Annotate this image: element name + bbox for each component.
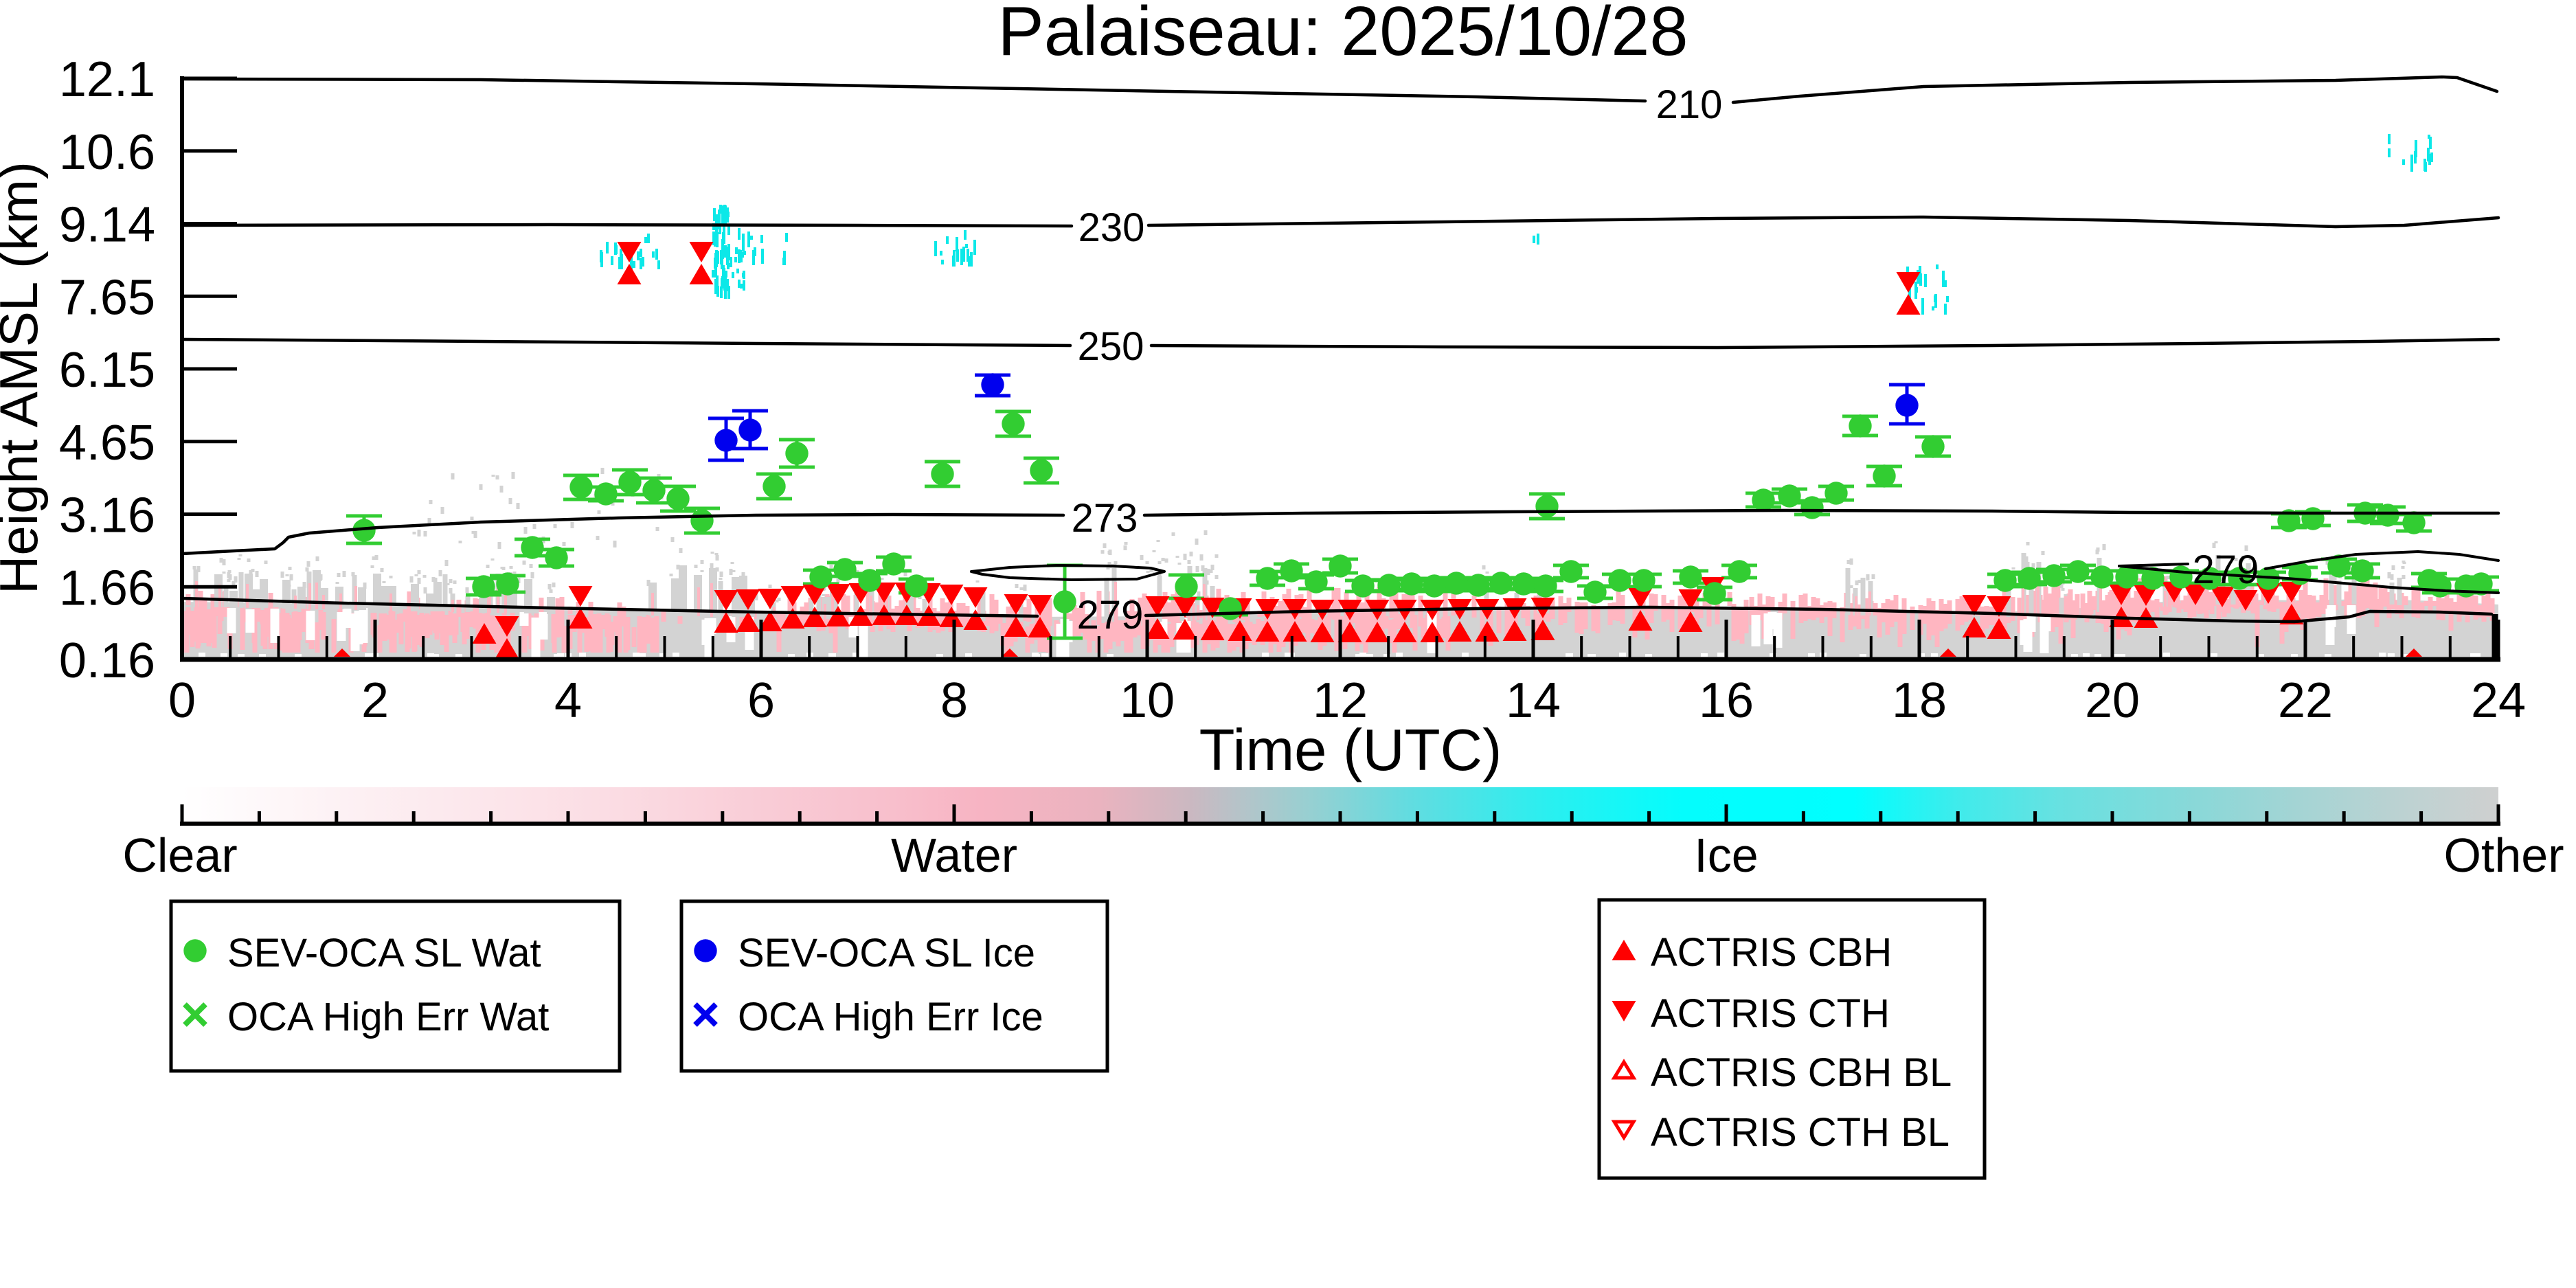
svg-text:ACTRIS CTH: ACTRIS CTH	[1651, 991, 1890, 1036]
svg-text:Ice: Ice	[1694, 828, 1758, 882]
svg-text:18: 18	[1892, 673, 1947, 728]
svg-text:Height AMSL (km): Height AMSL (km)	[0, 161, 49, 594]
svg-text:7.65: 7.65	[59, 270, 155, 325]
svg-text:4: 4	[554, 673, 582, 728]
svg-text:1.66: 1.66	[59, 561, 155, 615]
svg-text:250: 250	[1078, 324, 1144, 369]
svg-text:Time (UTC): Time (UTC)	[1199, 718, 1502, 783]
svg-text:8: 8	[940, 673, 968, 728]
svg-text:6: 6	[747, 673, 775, 728]
svg-text:ACTRIS CBH: ACTRIS CBH	[1651, 930, 1892, 975]
svg-text:279: 279	[1077, 593, 1144, 637]
svg-text:14: 14	[1506, 673, 1561, 728]
svg-text:12: 12	[1313, 673, 1368, 728]
svg-text:SEV-OCA SL Wat: SEV-OCA SL Wat	[227, 931, 541, 975]
svg-text:9.14: 9.14	[59, 198, 155, 253]
svg-text:10.6: 10.6	[59, 125, 155, 180]
svg-text:16: 16	[1699, 673, 1754, 728]
svg-text:ACTRIS CTH BL: ACTRIS CTH BL	[1651, 1110, 1950, 1155]
svg-text:279: 279	[2193, 547, 2259, 592]
svg-text:4.65: 4.65	[59, 416, 155, 471]
svg-text:3.16: 3.16	[59, 488, 155, 543]
svg-text:Clear: Clear	[122, 828, 237, 882]
svg-text:12.1: 12.1	[59, 52, 155, 107]
svg-text:0.16: 0.16	[59, 633, 155, 688]
svg-text:10: 10	[1120, 673, 1175, 728]
svg-text:0: 0	[168, 673, 196, 728]
svg-text:273: 273	[1072, 496, 1138, 541]
svg-text:OCA High Err Wat: OCA High Err Wat	[227, 995, 549, 1039]
svg-text:210: 210	[1656, 82, 1723, 127]
svg-text:24: 24	[2471, 673, 2526, 728]
svg-text:OCA High Err Ice: OCA High Err Ice	[738, 995, 1043, 1039]
svg-text:22: 22	[2278, 673, 2333, 728]
svg-text:ACTRIS CBH BL: ACTRIS CBH BL	[1651, 1050, 1952, 1095]
svg-text:230: 230	[1078, 205, 1145, 250]
svg-text:SEV-OCA SL Ice: SEV-OCA SL Ice	[738, 931, 1035, 975]
svg-text:Water: Water	[891, 828, 1017, 882]
svg-text:Other: Other	[2443, 828, 2564, 882]
svg-text:6.15: 6.15	[59, 343, 155, 398]
svg-text:2: 2	[361, 673, 389, 728]
svg-text:Palaiseau: 2025/10/28: Palaiseau: 2025/10/28	[997, 0, 1688, 70]
svg-text:20: 20	[2085, 673, 2140, 728]
